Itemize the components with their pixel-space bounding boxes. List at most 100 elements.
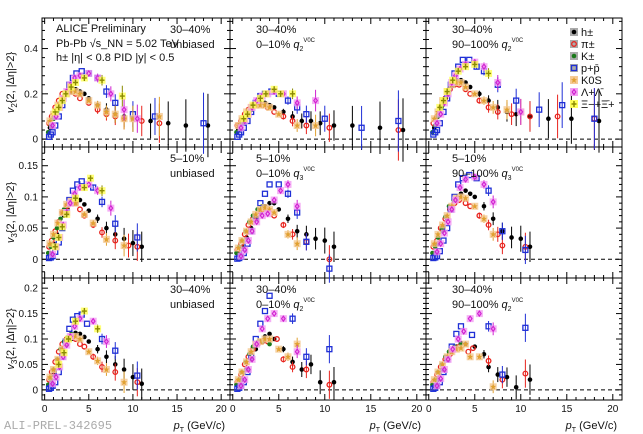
marker-L bbox=[103, 338, 109, 345]
marker-p bbox=[485, 187, 492, 194]
sys-box bbox=[76, 184, 84, 192]
y-axis-label: v2{2, |Δη|>2} bbox=[5, 52, 19, 114]
marker-K0 bbox=[271, 209, 278, 216]
marker-K0 bbox=[431, 376, 438, 383]
panel-r2-c2 bbox=[430, 310, 533, 400]
marker-L bbox=[64, 341, 70, 349]
marker-Xi bbox=[440, 97, 446, 104]
y-axis-label: v3{2, |Δη|>2} bbox=[5, 308, 19, 370]
marker-K0 bbox=[444, 212, 451, 219]
panel-label: 30–40% bbox=[170, 24, 211, 36]
y-tick-label: 0 bbox=[32, 135, 38, 146]
marker-K0 bbox=[121, 242, 128, 249]
panel-label: 30–40% bbox=[256, 284, 297, 296]
sys-box bbox=[258, 212, 266, 220]
sys-box bbox=[570, 88, 578, 96]
sys-box bbox=[52, 373, 60, 381]
sys-box bbox=[237, 382, 245, 390]
marker-L bbox=[271, 310, 277, 318]
marker-K0 bbox=[248, 348, 255, 355]
panel-label: unbiased bbox=[170, 39, 215, 51]
panel-label: 0–10% q2V0C bbox=[256, 298, 316, 313]
marker-h bbox=[183, 123, 189, 128]
panel-frame bbox=[425, 146, 623, 279]
marker-Xi bbox=[52, 243, 58, 250]
sys-box bbox=[237, 252, 245, 260]
marker-p bbox=[326, 346, 333, 353]
marker-h bbox=[350, 123, 355, 128]
marker-L bbox=[86, 70, 92, 77]
marker-Xi bbox=[59, 223, 65, 230]
marker-K0 bbox=[103, 366, 110, 373]
marker-pi bbox=[326, 124, 333, 131]
marker-K0 bbox=[284, 231, 291, 238]
marker-h bbox=[509, 235, 514, 240]
marker-h bbox=[95, 346, 100, 352]
sys-box bbox=[433, 248, 441, 256]
marker-pi bbox=[90, 353, 97, 360]
marker-L bbox=[50, 380, 56, 388]
marker-L bbox=[518, 108, 524, 116]
marker-pi bbox=[326, 381, 333, 388]
sys-box bbox=[76, 315, 84, 323]
marker-K0 bbox=[81, 211, 88, 218]
marker-K0 bbox=[480, 97, 487, 104]
legend-label: Λ+Λ̄ bbox=[581, 87, 604, 99]
sys-box bbox=[277, 187, 285, 195]
marker-p bbox=[83, 320, 91, 327]
marker-L bbox=[450, 345, 456, 353]
sys-box bbox=[270, 310, 278, 318]
marker-L bbox=[53, 373, 59, 381]
sys-box bbox=[52, 112, 60, 120]
marker-K0 bbox=[103, 236, 110, 243]
x-tick-label: 5 bbox=[86, 404, 92, 415]
marker-p bbox=[261, 190, 269, 197]
marker-p bbox=[261, 307, 269, 315]
marker-L bbox=[313, 97, 319, 105]
y-axis-label: v3{2, |Δη|>2} bbox=[5, 182, 19, 244]
marker-p bbox=[134, 372, 141, 379]
marker-K0 bbox=[243, 358, 250, 365]
marker-h bbox=[165, 120, 171, 126]
sys-box bbox=[71, 322, 79, 330]
sys-box bbox=[460, 327, 468, 335]
marker-K0 bbox=[434, 369, 441, 376]
x-tick-label: 20 bbox=[216, 404, 228, 415]
marker-p bbox=[570, 64, 578, 72]
marker-h bbox=[377, 125, 383, 131]
marker-h bbox=[121, 367, 127, 372]
marker-Xi bbox=[290, 90, 296, 97]
marker-K0 bbox=[294, 122, 301, 129]
sys-box bbox=[489, 198, 497, 206]
marker-p bbox=[284, 190, 292, 197]
marker-L bbox=[259, 325, 265, 333]
marker-K0 bbox=[85, 348, 92, 355]
info-line: Pb-Pb √s_NN = 5.02 TeV bbox=[56, 38, 180, 50]
marker-p bbox=[134, 234, 141, 241]
marker-L bbox=[238, 382, 244, 390]
marker-L bbox=[294, 202, 300, 210]
panel-r0-c1 bbox=[234, 85, 406, 162]
sys-box bbox=[440, 366, 448, 373]
marker-L bbox=[455, 335, 461, 343]
marker-L bbox=[285, 180, 291, 188]
marker-L bbox=[472, 173, 478, 181]
marker-L bbox=[476, 310, 482, 318]
marker-K0 bbox=[312, 122, 319, 129]
marker-K0 bbox=[439, 361, 446, 368]
marker-p bbox=[200, 120, 207, 127]
marker-h bbox=[313, 236, 318, 241]
marker-Xi bbox=[271, 86, 277, 93]
marker-p bbox=[303, 238, 310, 245]
y-tick-label: 0.05 bbox=[19, 224, 39, 235]
sys-box bbox=[293, 348, 301, 356]
x-tick-label: 10 bbox=[515, 404, 527, 415]
marker-pi bbox=[571, 41, 577, 47]
sys-box bbox=[270, 196, 278, 204]
marker-h bbox=[331, 379, 337, 385]
y-tick-label: 0.1 bbox=[24, 192, 38, 203]
marker-p bbox=[433, 126, 441, 134]
marker-Xi bbox=[463, 63, 469, 70]
sys-box bbox=[264, 210, 272, 218]
x-tick-label: 5 bbox=[472, 404, 478, 415]
